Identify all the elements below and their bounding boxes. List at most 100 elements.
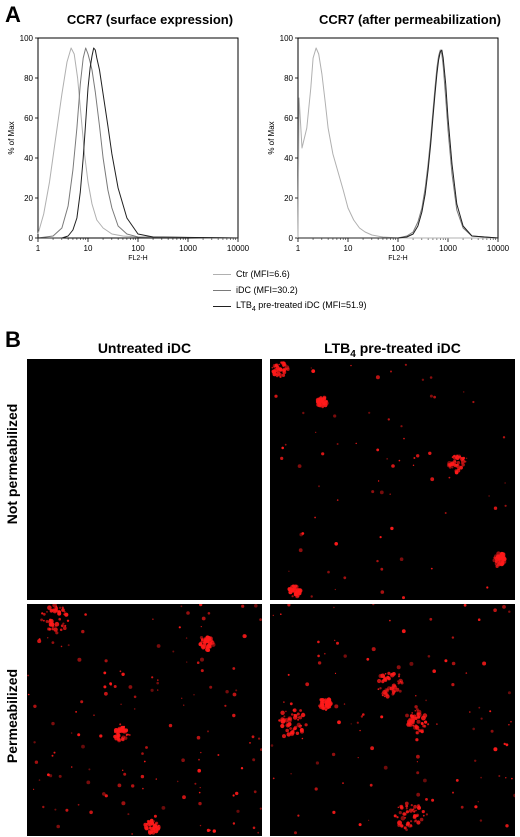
y-tick-label: 40 <box>284 154 293 163</box>
stain-dot <box>334 704 339 709</box>
stain-dot <box>436 723 438 725</box>
stain-dot <box>383 765 388 770</box>
stain-dot <box>401 629 406 634</box>
stain-dot <box>372 604 375 606</box>
stain-dot <box>53 751 56 754</box>
stain-dot <box>127 813 130 816</box>
y-tick-label: 20 <box>284 194 293 203</box>
cell-stain <box>117 738 121 743</box>
stain-dot <box>200 657 204 662</box>
stain-dot <box>429 617 433 621</box>
stain-dot <box>510 720 512 723</box>
stain-dot <box>80 700 84 704</box>
cell-stain <box>460 457 463 459</box>
stain-dot <box>380 590 385 594</box>
stain-dot <box>153 814 157 818</box>
stain-dot <box>474 805 478 809</box>
cell-stain <box>407 823 412 828</box>
stain-dot <box>121 672 125 676</box>
stain-dot <box>360 715 364 718</box>
stain-dot <box>391 464 395 468</box>
y-tick-label: 0 <box>289 234 294 243</box>
cell-stain <box>321 399 326 404</box>
cell-stain <box>43 619 45 622</box>
stain-dot <box>252 758 256 762</box>
stain-dot <box>455 779 459 782</box>
micrograph-untreated-permeabilized <box>27 604 262 836</box>
cell-stain <box>462 458 465 461</box>
cell-stain <box>299 589 302 591</box>
cell-stain <box>292 708 297 713</box>
cell-stain <box>464 460 467 463</box>
cell-stain <box>207 643 211 647</box>
cell-stain <box>278 367 283 372</box>
cell-stain <box>123 736 128 740</box>
stain-dot <box>207 612 211 615</box>
legend-swatch-idc <box>213 289 231 291</box>
cell-stain <box>283 715 286 718</box>
cell-stain <box>405 810 409 814</box>
cell-stain <box>63 610 66 613</box>
stain-dot <box>257 831 260 834</box>
cell-stain <box>61 608 65 612</box>
stain-dot <box>133 695 137 699</box>
stain-dot <box>128 685 133 689</box>
series-line-1 <box>298 49 499 239</box>
stain-dot <box>253 790 257 794</box>
series-line-0 <box>37 47 239 239</box>
cell-stain <box>287 717 291 721</box>
stain-dot <box>465 672 468 674</box>
cell-stain <box>299 728 304 732</box>
cell-stain <box>500 562 504 567</box>
stain-dot <box>89 810 93 815</box>
cell-stain <box>271 366 274 369</box>
stain-dot <box>123 772 127 776</box>
stain-dot <box>368 411 371 414</box>
stain-dot <box>402 596 405 600</box>
stain-dot <box>310 595 313 598</box>
stain-dot <box>133 708 136 710</box>
stain-dot <box>472 400 475 404</box>
cell-stain <box>42 612 46 616</box>
stain-dot <box>343 576 347 580</box>
stain-dot <box>451 683 455 687</box>
series-line-0 <box>297 47 498 239</box>
stain-dot <box>321 452 325 456</box>
cell-stain <box>415 809 417 812</box>
stain-dot <box>478 706 481 709</box>
cell-stain <box>45 620 49 623</box>
cell-stain <box>144 826 149 831</box>
cell-stain <box>410 820 413 823</box>
cell-stain <box>298 715 303 720</box>
cell-stain <box>275 373 278 376</box>
stain-dot <box>212 829 216 833</box>
stain-dot <box>305 682 310 687</box>
stain-dot <box>343 703 346 705</box>
stain-dot <box>331 752 336 757</box>
stain-dot <box>181 758 185 762</box>
stain-dot <box>193 694 195 696</box>
cell-stain <box>398 689 402 693</box>
stain-dot <box>425 699 427 702</box>
cell-stain <box>116 732 119 735</box>
cell-stain <box>291 595 294 598</box>
stain-dot <box>288 570 290 572</box>
column-label-ltb4-treated: LTB4 pre-treated iDC <box>324 340 461 360</box>
cell-stain <box>417 715 421 719</box>
stain-dot <box>315 761 319 765</box>
cell-stain <box>397 823 401 827</box>
stain-dot <box>294 831 297 835</box>
histogram-chart-surface: 0 20 40 60 80 100 1 10 100 1000 10000 FL2-H % of Max <box>7 34 250 262</box>
stain-dot <box>198 758 200 761</box>
cell-stain <box>398 675 400 678</box>
stain-dot <box>47 773 50 777</box>
cell-stain <box>404 816 407 819</box>
stain-dot <box>209 685 213 689</box>
cell-stain <box>381 694 384 697</box>
stain-dot <box>27 674 29 677</box>
stain-dot <box>121 801 126 806</box>
cell-stain <box>316 398 321 403</box>
cell-stain <box>403 826 407 830</box>
stain-dot <box>336 641 339 645</box>
micrograph-treated-not-permeabilized <box>270 359 515 600</box>
